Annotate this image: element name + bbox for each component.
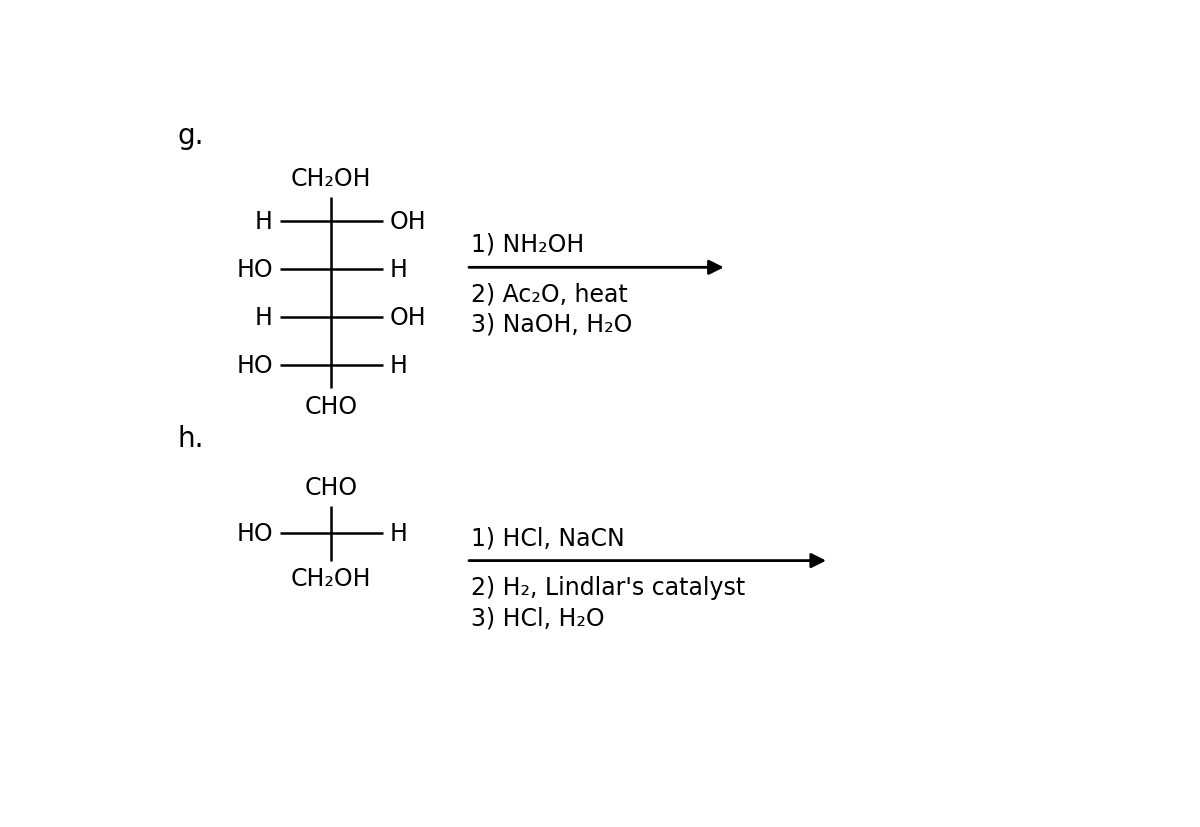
Text: 1) NH₂OH: 1) NH₂OH	[470, 232, 584, 256]
Text: 3) NaOH, H₂O: 3) NaOH, H₂O	[470, 313, 632, 337]
Text: CHO: CHO	[305, 394, 358, 418]
Text: 3) HCl, H₂O: 3) HCl, H₂O	[470, 605, 605, 629]
Text: H: H	[390, 522, 408, 546]
Text: CH₂OH: CH₂OH	[292, 566, 372, 590]
Text: OH: OH	[390, 305, 426, 329]
Text: 1) HCl, NaCN: 1) HCl, NaCN	[470, 525, 625, 549]
Text: OH: OH	[390, 210, 426, 234]
Text: H: H	[254, 210, 272, 234]
Text: CHO: CHO	[305, 476, 358, 500]
Text: g.: g.	[178, 122, 204, 150]
Text: H: H	[254, 305, 272, 329]
Text: HO: HO	[236, 353, 272, 377]
Text: HO: HO	[236, 522, 272, 546]
Text: H: H	[390, 353, 408, 377]
Text: h.: h.	[178, 424, 204, 452]
Text: 2) Ac₂O, heat: 2) Ac₂O, heat	[470, 282, 628, 306]
Text: H: H	[390, 257, 408, 281]
Text: HO: HO	[236, 257, 272, 281]
Text: 2) H₂, Lindlar's catalyst: 2) H₂, Lindlar's catalyst	[470, 575, 745, 599]
Text: CH₂OH: CH₂OH	[292, 166, 372, 190]
